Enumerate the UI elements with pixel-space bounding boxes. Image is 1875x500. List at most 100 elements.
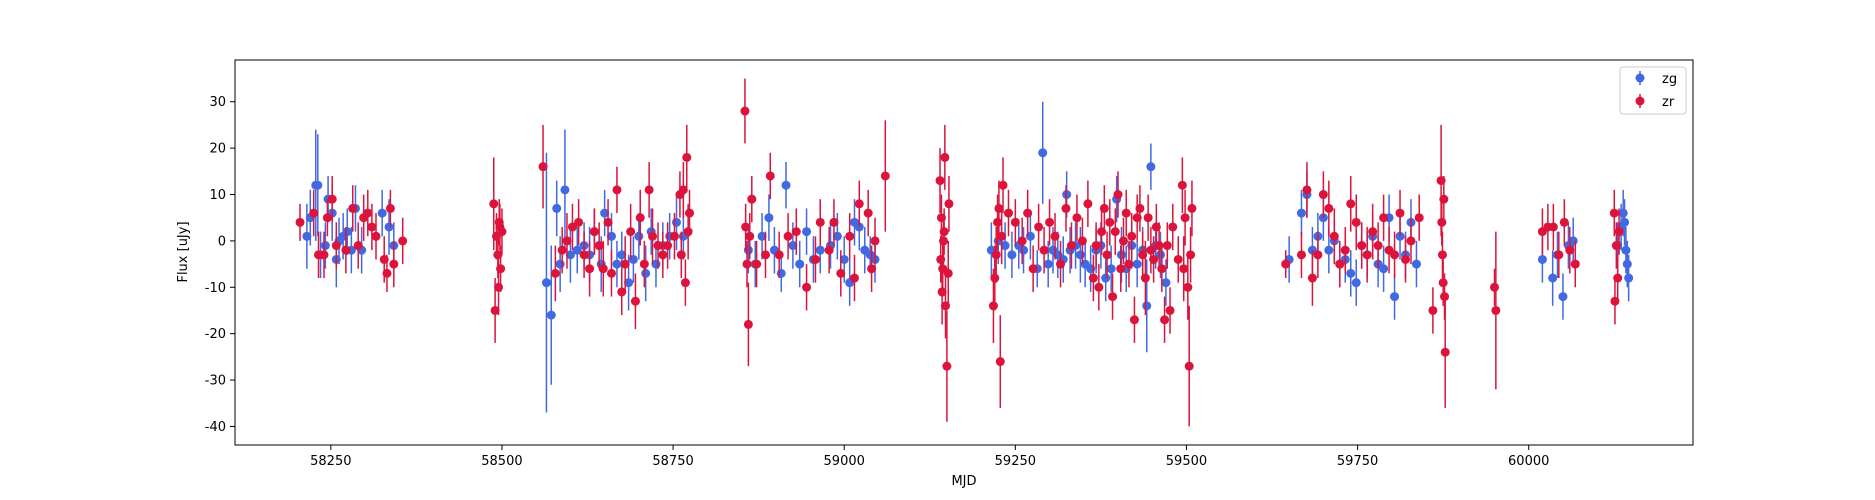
point-zr-8 bbox=[348, 203, 358, 213]
point-zr-107 bbox=[1010, 217, 1020, 227]
x-tick-label-58250: 58250 bbox=[310, 454, 351, 469]
point-zg-35 bbox=[634, 231, 644, 241]
point-zr-197 bbox=[1565, 245, 1575, 255]
point-zr-154 bbox=[1180, 213, 1190, 223]
point-zg-41 bbox=[672, 217, 682, 227]
point-zg-20 bbox=[552, 203, 562, 213]
point-zr-13 bbox=[371, 231, 381, 241]
x-tick-label-59000: 59000 bbox=[824, 454, 865, 469]
point-zr-6 bbox=[331, 241, 341, 251]
point-zr-52 bbox=[663, 241, 673, 251]
point-zr-28 bbox=[538, 162, 548, 172]
point-zr-121 bbox=[1088, 273, 1098, 283]
point-zr-177 bbox=[1390, 250, 1400, 260]
point-zr-117 bbox=[1066, 241, 1076, 251]
point-zr-189 bbox=[1440, 347, 1450, 357]
series-zr bbox=[295, 78, 1624, 427]
point-zr-169 bbox=[1346, 199, 1356, 209]
point-zr-37 bbox=[594, 241, 604, 251]
point-zg-57 bbox=[839, 254, 849, 264]
point-zr-4 bbox=[322, 213, 332, 223]
point-zg-66 bbox=[1000, 241, 1010, 251]
point-zr-97 bbox=[944, 199, 954, 209]
point-zr-172 bbox=[1362, 250, 1372, 260]
point-zr-38 bbox=[598, 264, 608, 274]
point-zg-67 bbox=[1007, 250, 1017, 260]
point-zg-130 bbox=[1620, 217, 1630, 227]
point-zr-129 bbox=[1110, 227, 1120, 237]
point-zr-118 bbox=[1072, 213, 1082, 223]
point-zr-34 bbox=[579, 250, 589, 260]
point-zr-185 bbox=[1437, 250, 1447, 260]
point-zr-178 bbox=[1395, 208, 1405, 218]
point-zg-50 bbox=[788, 241, 798, 251]
point-zr-173 bbox=[1368, 227, 1378, 237]
point-zr-83 bbox=[867, 264, 877, 274]
point-zr-46 bbox=[635, 213, 645, 223]
point-zr-133 bbox=[1121, 208, 1131, 218]
point-zg-122 bbox=[1548, 273, 1558, 283]
point-zr-44 bbox=[626, 227, 636, 237]
point-zg-36 bbox=[641, 268, 651, 278]
point-zg-131 bbox=[1621, 245, 1631, 255]
point-zr-155 bbox=[1183, 282, 1193, 292]
point-zr-161 bbox=[1302, 185, 1312, 195]
point-zg-97 bbox=[1161, 278, 1171, 288]
y-tick-label--30: -30 bbox=[205, 374, 226, 389]
y-tick-label-0: 0 bbox=[218, 234, 226, 249]
point-zr-48 bbox=[644, 185, 654, 195]
point-zr-134 bbox=[1124, 259, 1134, 269]
point-zr-116 bbox=[1061, 203, 1071, 213]
point-zg-69 bbox=[1019, 245, 1029, 255]
point-zg-29 bbox=[600, 208, 610, 218]
point-zr-130 bbox=[1113, 190, 1123, 200]
point-zr-106 bbox=[1003, 208, 1013, 218]
point-zg-19 bbox=[546, 310, 556, 320]
point-zr-53 bbox=[669, 231, 679, 241]
point-zr-18 bbox=[398, 236, 408, 246]
point-zg-73 bbox=[1043, 259, 1053, 269]
point-zr-67 bbox=[752, 259, 762, 269]
point-zr-80 bbox=[849, 273, 859, 283]
point-zr-23 bbox=[494, 282, 504, 292]
point-zr-171 bbox=[1357, 241, 1367, 251]
point-zr-98 bbox=[988, 301, 998, 311]
point-zr-143 bbox=[1149, 254, 1159, 264]
legend-marker-zg bbox=[1635, 73, 1645, 83]
legend-label-zg: zg bbox=[1662, 72, 1677, 87]
point-zr-166 bbox=[1329, 231, 1339, 241]
point-zr-30 bbox=[557, 245, 567, 255]
point-zg-52 bbox=[802, 227, 812, 237]
point-zr-5 bbox=[327, 194, 337, 204]
legend-item-zg: zg bbox=[1635, 71, 1677, 87]
point-zr-108 bbox=[1017, 236, 1027, 246]
point-zr-76 bbox=[824, 245, 834, 255]
point-zg-24 bbox=[572, 245, 582, 255]
point-zg-33 bbox=[624, 278, 634, 288]
point-zr-40 bbox=[606, 268, 616, 278]
point-zr-131 bbox=[1116, 264, 1126, 274]
point-zr-146 bbox=[1157, 264, 1167, 274]
point-zg-48 bbox=[776, 268, 786, 278]
point-zr-17 bbox=[389, 259, 399, 269]
y-tick-label-30: 30 bbox=[209, 95, 226, 110]
point-zr-99 bbox=[990, 273, 1000, 283]
point-zr-72 bbox=[791, 227, 801, 237]
point-zg-72 bbox=[1038, 148, 1048, 158]
point-zr-19 bbox=[489, 199, 499, 209]
point-zr-65 bbox=[745, 231, 755, 241]
x-axis-label: MJD bbox=[951, 474, 976, 489]
point-zg-31 bbox=[612, 259, 622, 269]
point-zr-20 bbox=[490, 305, 500, 315]
series-zg bbox=[302, 101, 1634, 413]
point-zr-43 bbox=[620, 259, 630, 269]
point-zr-138 bbox=[1135, 203, 1145, 213]
point-zg-85 bbox=[1101, 273, 1111, 283]
point-zr-12 bbox=[367, 222, 377, 232]
point-zr-141 bbox=[1143, 213, 1153, 223]
point-zr-158 bbox=[1187, 203, 1197, 213]
point-zr-36 bbox=[589, 227, 599, 237]
point-zr-27 bbox=[497, 227, 507, 237]
point-zg-93 bbox=[1142, 301, 1152, 311]
y-tick-label--20: -20 bbox=[205, 327, 226, 342]
